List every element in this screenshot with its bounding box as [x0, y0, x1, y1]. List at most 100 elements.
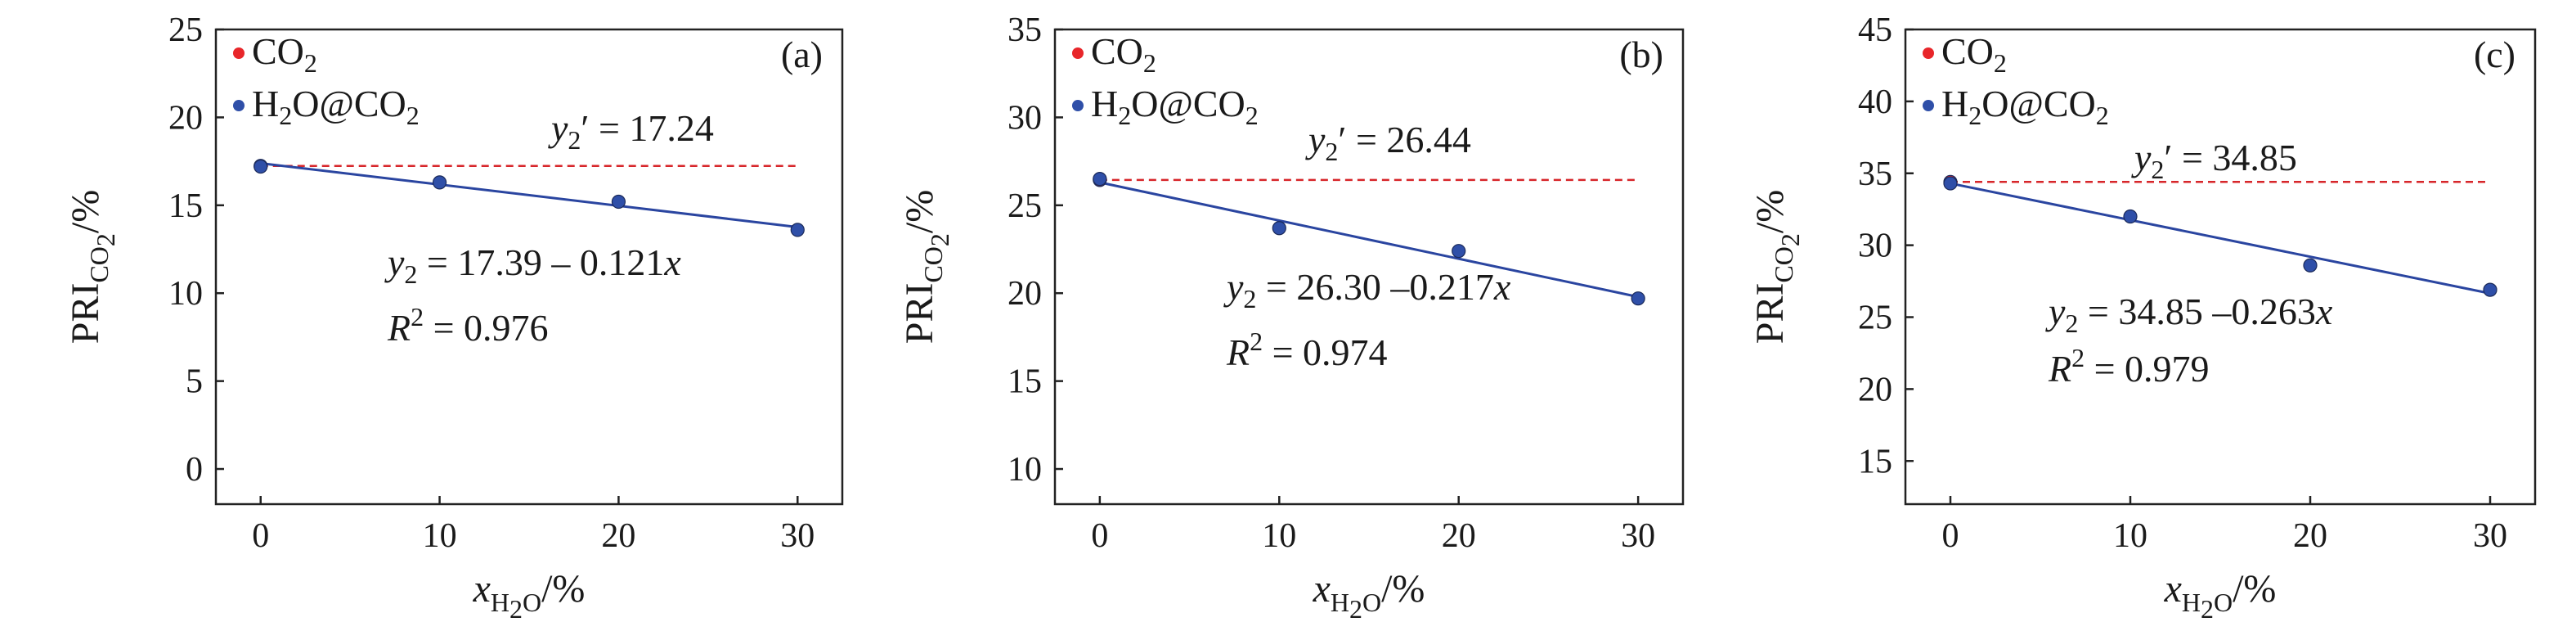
x-tick-label: 10: [423, 517, 457, 555]
h2o-co2-data-point: [254, 159, 268, 174]
y-tick-label: 35: [1008, 11, 1042, 49]
x-title-unit: /%: [1381, 567, 1425, 611]
h2o-co2-data-point: [1943, 176, 1958, 191]
fit-equation: y2 = 26.30 –0.217x: [1223, 266, 1511, 313]
legend-co2-marker: [1072, 47, 1084, 59]
y-tick-label: 15: [1858, 443, 1892, 480]
ref-value: ′ = 26.44: [1338, 119, 1471, 160]
r-squared: R2 = 0.976: [387, 302, 549, 349]
ref-subscript: 2: [1325, 137, 1338, 166]
y-tick-label: 15: [1008, 363, 1042, 401]
fit-line: [1099, 181, 1639, 299]
h2o-co2-data-point: [1631, 291, 1645, 306]
y-title-subscript: CO: [1769, 246, 1798, 282]
x-title-subscript-end: O: [2214, 588, 2233, 617]
fit-expression: = 34.85 –0.263: [2078, 291, 2315, 332]
h2o-co2-data-point: [1272, 221, 1286, 236]
x-tick-label: 30: [780, 517, 815, 555]
fit-variable: y: [384, 241, 405, 283]
x-tick-label: 0: [252, 517, 269, 555]
x-tick-label: 0: [1091, 517, 1108, 555]
x-tick-label: 20: [1442, 517, 1476, 555]
y-title-unit: /%: [1748, 190, 1792, 233]
legend-h-text: H: [1941, 83, 1968, 124]
x-title-subsubscript: 2: [1349, 594, 1362, 624]
x-tick-label: 10: [2113, 517, 2147, 555]
legend-co2-subscript: 2: [1143, 48, 1156, 78]
y-tick-label: 10: [1008, 451, 1042, 489]
x-tick-label: 20: [601, 517, 635, 555]
r-squared: R2 = 0.979: [2048, 343, 2210, 390]
y-tick-label: 25: [1008, 187, 1042, 225]
y-tick-label: 10: [168, 275, 203, 313]
ref-subscript: 2: [568, 125, 581, 155]
x-title-subsubscript: 2: [2201, 594, 2214, 624]
fit-equation: y2 = 34.85 –0.263x: [2045, 291, 2333, 338]
legend-co2-label: CO2: [1091, 30, 1156, 78]
fit-x-variable: x: [1493, 266, 1511, 308]
plot-frame: [214, 28, 844, 506]
ref-variable: y: [548, 107, 568, 149]
x-title-main: x: [2164, 567, 2182, 611]
y-tick-label: 25: [168, 11, 203, 49]
y-tick-label: 20: [1858, 371, 1892, 408]
plot-frame: [1053, 28, 1685, 506]
legend-h2o-label: H2O@CO2: [1941, 83, 2109, 130]
reference-equation: y2′ = 34.85: [2131, 137, 2297, 184]
legend-co2-text: CO: [1091, 30, 1143, 72]
x-axis-title: xH2O/%: [1313, 567, 1425, 624]
legend-h-subscript: 2: [279, 101, 292, 130]
fit-x-variable: x: [2315, 291, 2333, 332]
r2-superscript: 2: [411, 302, 424, 331]
h2o-co2-data-point: [432, 175, 447, 190]
x-tick-label: 30: [1621, 517, 1655, 555]
y-tick-label: 30: [1008, 99, 1042, 137]
legend-co2-subscript: 2: [304, 48, 317, 78]
r2-superscript: 2: [2071, 343, 2085, 372]
fit-expression: = 17.39 – 0.121: [417, 241, 664, 283]
fit-line: [1950, 182, 2491, 295]
legend-co2-text: CO: [252, 30, 304, 72]
legend-h2o-marker: [1072, 100, 1084, 111]
r2-variable: R: [387, 307, 411, 349]
panel-label: (b): [1619, 34, 1663, 75]
x-axis-title: xH2O/%: [473, 567, 586, 624]
legend-o-co-text: O@CO: [1131, 83, 1245, 124]
ref-variable: y: [2131, 137, 2152, 178]
legend-h2o-label: H2O@CO2: [1091, 83, 1259, 130]
legend-co2-label: CO2: [252, 30, 317, 78]
fit-expression: = 26.30 –0.217: [1256, 266, 1493, 308]
legend-co2-text: CO: [1941, 30, 1994, 72]
x-title-subscript-end: O: [1362, 588, 1381, 617]
fit-variable: y: [1223, 266, 1244, 308]
x-title-subscript: H: [491, 588, 509, 617]
x-tick-label: 0: [1942, 517, 1959, 555]
y-title-subsubscript: 2: [925, 233, 954, 246]
h2o-co2-data-point: [1452, 244, 1466, 259]
fit-variable: y: [2045, 291, 2066, 332]
legend-h2o-label: H2O@CO2: [252, 83, 420, 130]
r2-value: = 0.976: [424, 307, 548, 349]
legend-h2o-marker: [1923, 100, 1934, 111]
h2o-co2-data-point: [1093, 171, 1107, 187]
y-title-unit: /%: [898, 190, 941, 233]
legend-h-subscript: 2: [1118, 101, 1131, 130]
x-title-unit: /%: [541, 567, 585, 611]
legend-co2-marker: [1923, 47, 1934, 59]
y-tick-label: 0: [186, 451, 203, 489]
y-tick-label: 40: [1858, 83, 1892, 121]
r2-variable: R: [2048, 348, 2071, 390]
fit-equation: y2 = 17.39 – 0.121x: [384, 241, 681, 289]
ref-value: ′ = 34.85: [2164, 137, 2297, 178]
y-title-subscript: CO: [918, 246, 948, 282]
ref-value: ′ = 17.24: [581, 107, 714, 149]
r2-value: = 0.974: [1263, 331, 1387, 373]
y-axis-title: PRICO2/%: [898, 190, 954, 344]
y-axis-title: PRICO2/%: [1748, 190, 1805, 344]
y-title-subsubscript: 2: [91, 233, 120, 246]
y-title-unit: /%: [64, 190, 107, 233]
h2o-co2-data-point: [790, 223, 805, 237]
